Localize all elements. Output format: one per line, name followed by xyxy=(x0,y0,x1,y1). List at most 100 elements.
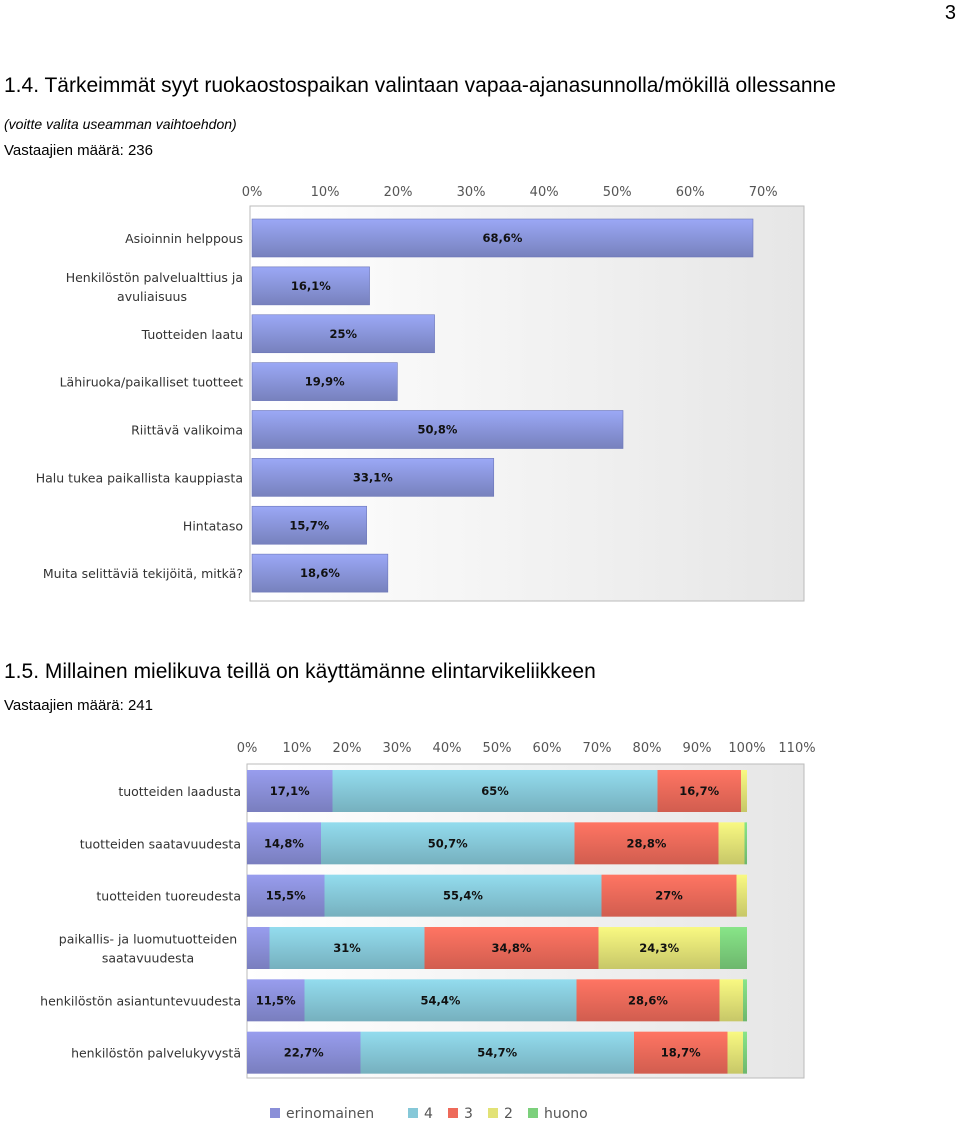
data-label: 28,6% xyxy=(628,993,668,1007)
bar-segment xyxy=(247,979,305,1022)
bar-segment xyxy=(719,979,743,1022)
data-label: 16,7% xyxy=(679,784,719,798)
x-tick-label: 70% xyxy=(583,741,612,756)
bar-segment xyxy=(574,822,719,865)
data-label: 15,5% xyxy=(266,889,306,903)
bar-segment xyxy=(727,1031,743,1074)
legend-swatch xyxy=(488,1108,498,1118)
category-label: henkilöstön asiantuntevuudesta xyxy=(40,993,241,1008)
legend-swatch xyxy=(448,1108,458,1118)
x-tick-label: 80% xyxy=(633,741,662,756)
bar-segment xyxy=(247,874,325,917)
bar xyxy=(251,362,398,401)
x-tick-label: 60% xyxy=(533,741,562,756)
category-label: saatavuudesta xyxy=(102,951,194,966)
bar-segment xyxy=(744,822,747,865)
x-tick-label: 70% xyxy=(749,185,778,200)
bar xyxy=(251,458,495,497)
data-label: 25% xyxy=(330,327,358,341)
data-label: 14,8% xyxy=(264,836,304,850)
bar-segment xyxy=(269,927,425,969)
data-label: 15,7% xyxy=(289,518,329,532)
bar-segment xyxy=(332,770,658,812)
data-label: 18,6% xyxy=(300,566,340,580)
data-label: 24,3% xyxy=(639,941,679,955)
data-label: 27% xyxy=(655,889,683,903)
category-label: Muita selittäviä tekijöitä, mitkä? xyxy=(43,566,243,581)
legend-label: erinomainen xyxy=(286,1106,374,1122)
x-tick-label: 110% xyxy=(778,741,815,756)
x-tick-label: 10% xyxy=(283,741,312,756)
bar xyxy=(251,266,370,306)
bar-segment xyxy=(324,874,602,917)
category-label: tuotteiden saatavuudesta xyxy=(80,836,241,851)
section-title-2: 1.5. Millainen mielikuva teillä on käytt… xyxy=(4,660,596,683)
data-label: 34,8% xyxy=(492,941,532,955)
bar-segment xyxy=(743,979,747,1022)
bar xyxy=(251,505,367,545)
data-label: 50,8% xyxy=(418,423,458,437)
category-label: avuliaisuus xyxy=(117,289,187,304)
x-tick-label: 20% xyxy=(333,741,362,756)
x-tick-label: 10% xyxy=(311,185,340,200)
bar-segment xyxy=(247,770,333,812)
bar-segment xyxy=(304,979,577,1022)
section-subtitle-1: (voitte valita useamman vaihtoehdon) xyxy=(4,116,237,132)
bar xyxy=(251,553,389,593)
x-tick-label: 0% xyxy=(237,741,258,756)
data-label: 65% xyxy=(481,784,509,798)
category-label: Halu tukea paikallista kauppiasta xyxy=(36,470,243,485)
category-label: tuotteiden tuoreudesta xyxy=(96,889,241,904)
data-label: 31% xyxy=(333,941,361,955)
x-tick-label: 30% xyxy=(457,185,486,200)
category-label: henkilöstön palvelukyvystä xyxy=(71,1046,241,1061)
respondent-count-1: Vastaajien määrä: 236 xyxy=(4,142,153,159)
data-label: 50,7% xyxy=(428,836,468,850)
bar-segment xyxy=(321,822,575,865)
bar-segment xyxy=(657,770,741,812)
section-title-1: 1.4. Tärkeimmät syyt ruokaostospaikan va… xyxy=(4,74,836,97)
plot-area xyxy=(246,763,805,1079)
x-tick-label: 50% xyxy=(603,185,632,200)
legend-swatch xyxy=(408,1108,418,1118)
bar-segment xyxy=(360,1031,634,1074)
bar-segment xyxy=(598,927,720,969)
category-label: Henkilöstön palvelualttius ja xyxy=(66,270,243,285)
legend-label: huono xyxy=(544,1106,588,1122)
bar-segment xyxy=(634,1031,728,1074)
data-label: 19,9% xyxy=(305,375,345,389)
bar-segment xyxy=(741,770,747,812)
x-tick-label: 90% xyxy=(683,741,712,756)
category-label: Lähiruoka/paikalliset tuotteet xyxy=(60,375,244,390)
bar-segment xyxy=(247,822,321,865)
data-label: 18,7% xyxy=(661,1046,701,1060)
data-label: 55,4% xyxy=(443,889,483,903)
x-tick-label: 50% xyxy=(483,741,512,756)
legend-label: 4 xyxy=(424,1106,433,1122)
x-tick-label: 60% xyxy=(676,185,705,200)
category-label: Riittävä valikoima xyxy=(131,423,243,438)
category-label: tuotteiden laadusta xyxy=(118,784,241,799)
data-label: 17,1% xyxy=(270,784,310,798)
bar xyxy=(251,218,754,258)
legend-swatch xyxy=(270,1108,280,1118)
bar-segment xyxy=(718,822,745,865)
bar-segment xyxy=(576,979,720,1022)
legend-swatch xyxy=(528,1108,538,1118)
bar xyxy=(251,314,435,354)
x-tick-label: 20% xyxy=(384,185,413,200)
bar-segment xyxy=(247,927,270,969)
data-label: 54,7% xyxy=(477,1046,517,1060)
data-label: 11,5% xyxy=(256,993,296,1007)
data-label: 68,6% xyxy=(483,231,523,245)
data-label: 33,1% xyxy=(353,470,393,484)
x-tick-label: 100% xyxy=(728,741,765,756)
data-label: 54,4% xyxy=(421,993,461,1007)
x-tick-label: 0% xyxy=(242,185,263,200)
category-label: Hintataso xyxy=(183,518,243,533)
bar-segment xyxy=(424,927,599,969)
x-tick-label: 30% xyxy=(383,741,412,756)
data-label: 22,7% xyxy=(284,1046,324,1060)
page-number: 3 xyxy=(944,2,956,24)
